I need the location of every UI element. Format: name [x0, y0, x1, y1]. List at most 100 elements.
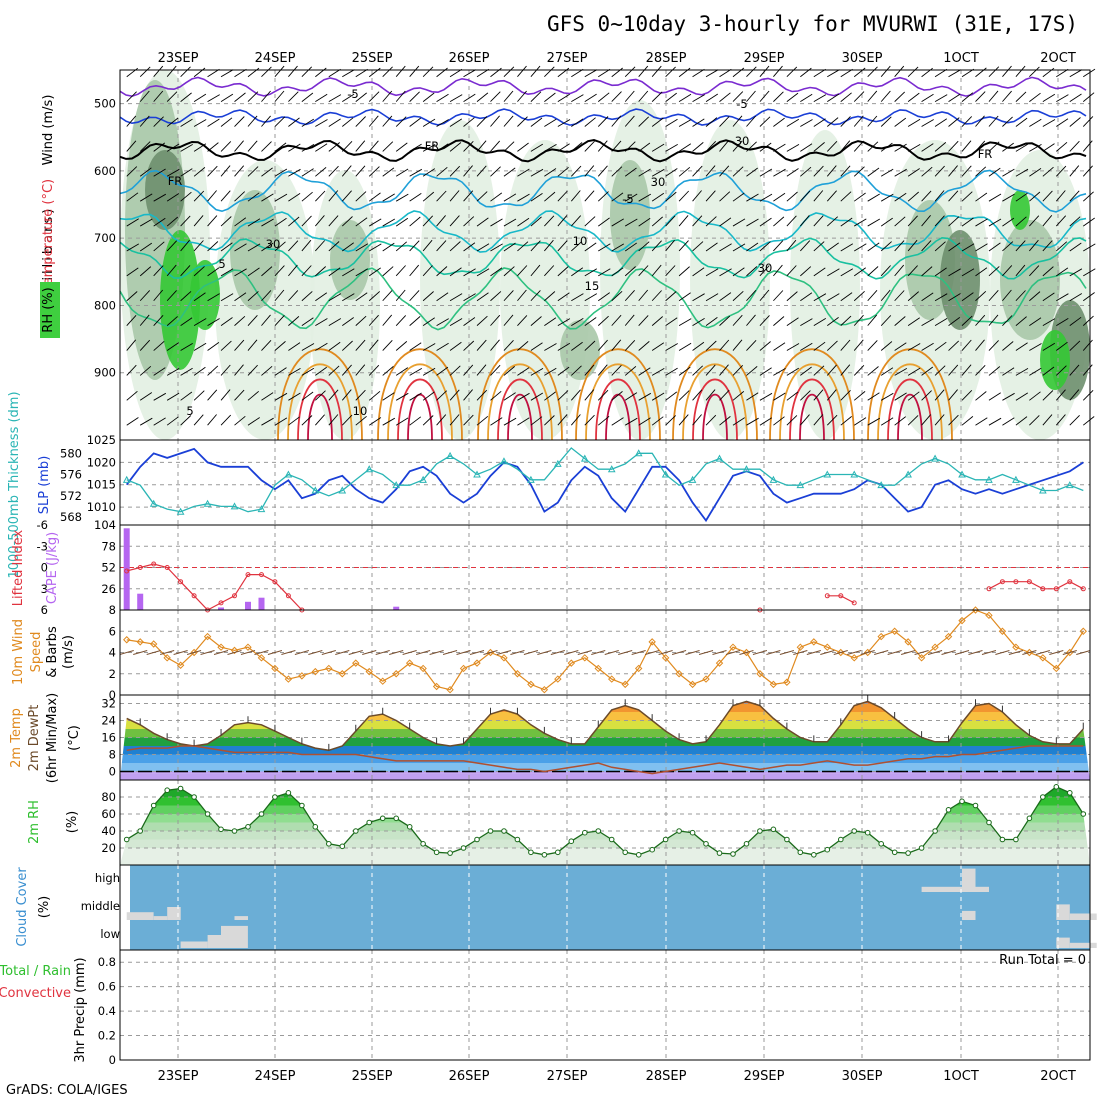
wind-barb — [827, 317, 839, 327]
wind-barb — [436, 266, 448, 277]
rh2m-point — [312, 824, 319, 830]
rh2m-point — [528, 849, 534, 856]
wind-barb — [597, 191, 609, 202]
wind-barb — [409, 216, 421, 227]
wind-barb — [584, 364, 595, 376]
wind-barb — [773, 65, 783, 78]
rh2m-point — [164, 787, 170, 794]
wind-barb — [166, 240, 178, 252]
wind-barb — [880, 289, 891, 302]
wind-barb — [948, 317, 961, 326]
wind-barb — [368, 364, 380, 376]
wind10m-point — [149, 640, 158, 648]
wind-barb — [301, 415, 313, 426]
wind-barb — [678, 240, 689, 252]
wind-barb — [180, 215, 191, 227]
rh-band — [120, 822, 1090, 831]
wind-barb — [624, 339, 636, 351]
rh2m-point — [285, 790, 292, 796]
wind-barb — [126, 115, 137, 127]
wind-barb — [571, 293, 584, 302]
wind-barb — [786, 66, 798, 78]
wind-barb — [948, 242, 961, 252]
wind-barb — [773, 168, 786, 177]
wind-barb — [719, 217, 732, 227]
wind-barb — [732, 391, 745, 401]
wind-barb — [288, 392, 301, 401]
wind10m-barb — [362, 650, 377, 655]
wind-barb — [678, 119, 692, 127]
wind-barb — [611, 364, 622, 376]
wind-barb — [840, 416, 852, 426]
wind-barb — [719, 140, 729, 152]
wind-barb — [557, 342, 571, 351]
wind-barb — [1015, 216, 1027, 227]
rh2m-point — [878, 841, 885, 847]
thickness-point — [634, 449, 643, 457]
thickness-point — [500, 457, 508, 465]
wind-barb — [1002, 392, 1015, 401]
wind-barb — [1029, 391, 1041, 401]
wind-barb — [948, 268, 961, 277]
wind-barb — [719, 364, 729, 376]
wind-tick: 4 — [109, 646, 116, 660]
wind-barb — [961, 389, 973, 401]
wind-barb — [395, 392, 409, 401]
wind-barb — [840, 92, 852, 102]
cloud-unit-label: (%) — [37, 896, 52, 919]
wind-barb — [827, 117, 839, 127]
wind-barb — [638, 90, 649, 102]
wind-barb — [921, 190, 932, 202]
wind-barb — [395, 142, 408, 152]
rh2m-point — [177, 785, 184, 792]
wind-barb — [422, 391, 435, 401]
wind-barb — [234, 140, 244, 152]
wind-barb — [207, 118, 220, 127]
wind-barb — [207, 293, 220, 302]
wind-barb — [490, 140, 501, 152]
wind-barb — [368, 166, 380, 177]
wind-barb — [678, 342, 692, 351]
wind-barb — [786, 144, 800, 152]
wind-barb — [409, 193, 422, 202]
wind-barb — [1015, 316, 1027, 326]
wind10m-barb — [631, 650, 646, 655]
wind-barb — [1029, 168, 1042, 177]
rh-band — [120, 839, 1090, 848]
wind-barb — [800, 166, 812, 177]
wind10m-barb — [550, 650, 565, 655]
wind-barb — [409, 240, 420, 252]
wind-barb — [651, 65, 662, 78]
wind-barb — [355, 315, 367, 326]
wind-barb — [678, 93, 692, 103]
wind10m-point — [608, 675, 616, 683]
rh2m-point — [622, 849, 629, 856]
wind-barb — [651, 342, 665, 351]
wind10m-barb — [1049, 650, 1064, 655]
wind-barb — [328, 190, 339, 202]
wind-barb — [867, 90, 878, 102]
wind10m-point — [405, 659, 414, 667]
wind-barb — [449, 118, 463, 127]
thickness-tick: 572 — [60, 489, 82, 503]
rh-shading — [330, 220, 370, 300]
wind-barb — [382, 266, 394, 277]
wind-barb — [948, 293, 961, 302]
wind-barb — [597, 415, 610, 426]
wind-barb — [571, 365, 582, 376]
contour-label: 30 — [758, 261, 773, 275]
wind-barb — [665, 343, 678, 351]
wind-barb — [894, 192, 907, 202]
wind-barb — [247, 314, 258, 326]
wind-barb — [247, 243, 261, 252]
rh-shading — [560, 320, 600, 380]
wind-barb — [422, 92, 435, 102]
wind-barb — [409, 65, 420, 78]
wind-barb — [247, 115, 258, 127]
wind-barb — [705, 340, 717, 351]
wind-barb — [234, 217, 247, 227]
wind-barb — [854, 243, 867, 252]
wind-barb — [719, 165, 730, 177]
wind-barb — [341, 190, 352, 202]
contour-label: -5 — [347, 87, 358, 101]
